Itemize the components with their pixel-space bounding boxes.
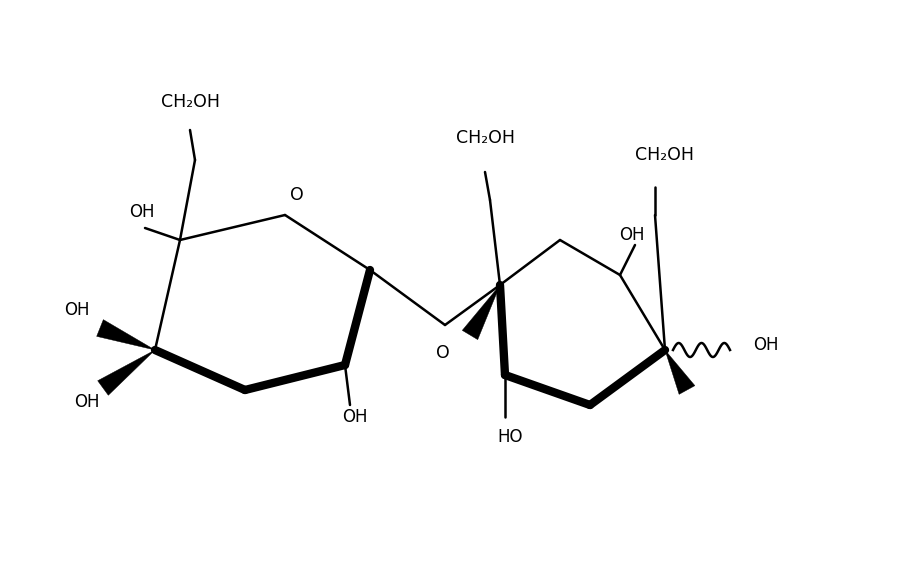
Text: CH₂OH: CH₂OH [455,129,514,147]
Polygon shape [665,350,695,394]
Text: OH: OH [74,393,100,411]
Text: CH₂OH: CH₂OH [635,146,695,164]
Text: HO: HO [498,428,522,446]
Text: O: O [290,186,304,204]
Text: OH: OH [753,336,778,354]
Text: OH: OH [129,203,155,221]
Text: CH₂OH: CH₂OH [161,93,219,111]
Polygon shape [96,320,155,350]
Text: OH: OH [620,226,644,244]
Text: OH: OH [64,301,90,319]
Polygon shape [97,350,155,395]
Text: OH: OH [342,408,368,426]
Text: O: O [436,344,450,362]
Polygon shape [463,285,500,340]
